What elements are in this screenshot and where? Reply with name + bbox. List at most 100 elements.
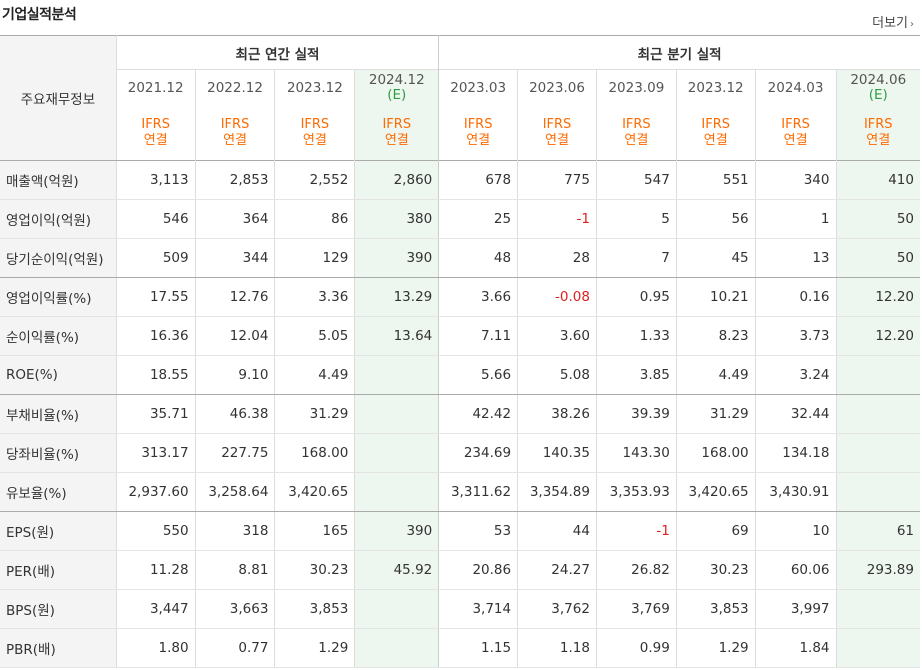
table-cell — [354, 628, 439, 668]
table-cell — [835, 394, 920, 434]
consolidated-label: 연결 — [223, 132, 247, 148]
table-cell: 28 — [517, 238, 597, 278]
table-cell: 9.10 — [194, 355, 275, 395]
ifrs-label: IFRS — [382, 116, 412, 132]
period-header: 2023.06 — [517, 69, 597, 106]
more-link[interactable]: 더보기 › — [872, 12, 914, 31]
table-row: 유보율(%) 2,937.60 3,258.64 3,420.65 3,311.62 3,… — [0, 472, 920, 512]
table-cell: 12.20 — [835, 277, 920, 317]
period-label: 2023.12 — [687, 80, 744, 96]
table-row: PBR(배) 1.80 0.77 1.29 1.15 1.18 0.99 1.29 1.84 — [0, 628, 920, 668]
row-label: 부채비율(%) — [0, 394, 117, 434]
ifrs-header: IFRS 연결 — [675, 106, 756, 160]
table-cell: 13.64 — [354, 316, 439, 356]
consolidated-label: 연결 — [545, 132, 569, 148]
table-cell: 227.75 — [194, 433, 275, 473]
table-cell: 31.29 — [274, 394, 355, 434]
period-label: 2023.06 — [529, 80, 585, 96]
table-cell: 3.36 — [274, 277, 355, 317]
table-cell: 38.26 — [517, 394, 597, 434]
table-cell: 134.18 — [754, 433, 836, 473]
table-cell: 3,430.91 — [754, 472, 836, 512]
table-row: EPS(원) 550 318 165 390 53 44 -1 69 10 61 — [0, 511, 920, 551]
table-cell: 0.16 — [754, 277, 836, 317]
table-cell: 5.08 — [517, 355, 597, 395]
table-cell: 3,258.64 — [194, 472, 275, 512]
table-cell: 3.24 — [754, 355, 836, 395]
row-label: PBR(배) — [0, 628, 117, 668]
table-row: PER(배) 11.28 8.81 30.23 45.92 20.86 24.27 26.82… — [0, 550, 920, 590]
row-label: 영업이익률(%) — [0, 277, 117, 317]
table-cell: 775 — [517, 160, 597, 200]
period-header: 2022.12 — [194, 69, 275, 106]
table-cell: 0.95 — [595, 277, 677, 317]
period-label: 2024.03 — [767, 80, 824, 96]
consolidated-label: 연결 — [783, 132, 808, 148]
table-cell: 18.55 — [115, 355, 196, 395]
table-row: 영업이익(억원) 546 364 86 380 25 -1 5 56 1 50 — [0, 199, 920, 239]
period-label: 2024.06 — [850, 72, 907, 88]
table-cell: 0.99 — [595, 628, 677, 668]
table-cell: 1.80 — [115, 628, 196, 668]
period-header: 2021.12 — [115, 69, 196, 106]
ifrs-header: IFRS 연결 — [438, 106, 518, 160]
row-label: 유보율(%) — [0, 472, 117, 512]
table-cell — [354, 472, 439, 512]
row-label: EPS(원) — [0, 511, 117, 551]
table-cell: 1 — [754, 199, 836, 239]
table-cell — [354, 394, 439, 434]
consolidated-label: 연결 — [384, 132, 409, 148]
table-cell: 32.44 — [754, 394, 836, 434]
quarter-group-header: 최근 분기 실적 — [438, 35, 920, 70]
ifrs-label: IFRS — [300, 116, 330, 132]
estimate-mark: (E) — [868, 87, 888, 103]
table-cell: 13 — [754, 238, 836, 278]
table-row: 순이익률(%) 16.36 12.04 5.05 13.64 7.11 3.60 1.33 8.… — [0, 316, 920, 356]
table-cell — [835, 628, 920, 668]
estimate-mark: (E) — [387, 87, 407, 103]
ifrs-header: IFRS 연결 — [274, 106, 355, 160]
period-label: 2022.12 — [207, 80, 263, 96]
period-header: 2023.12 — [274, 69, 355, 106]
row-label: 매출액(억원) — [0, 160, 117, 200]
table-row: BPS(원) 3,447 3,663 3,853 3,714 3,762 3,769 3,85… — [0, 589, 920, 629]
ifrs-header: IFRS 연결 — [754, 106, 836, 160]
table-cell: 3.85 — [595, 355, 677, 395]
financial-table-body: 매출액(억원) 3,113 2,853 2,552 2,860 678 775 547 551 3… — [0, 160, 920, 668]
table-cell: 50 — [835, 199, 920, 239]
period-label: 2023.09 — [608, 80, 665, 96]
table-cell: 1.84 — [754, 628, 836, 668]
table-cell: 4.49 — [274, 355, 355, 395]
table-cell: 3.60 — [517, 316, 597, 356]
table-cell: 3,762 — [517, 589, 597, 629]
table-cell: 129 — [274, 238, 355, 278]
table-row: 당좌비율(%) 313.17 227.75 168.00 234.69 140.35 143… — [0, 433, 920, 473]
row-label: 당좌비율(%) — [0, 433, 117, 473]
ifrs-label: IFRS — [542, 116, 572, 132]
table-cell: 509 — [115, 238, 196, 278]
table-cell: 344 — [194, 238, 275, 278]
table-cell: 1.29 — [675, 628, 756, 668]
table-row: 당기순이익(억원) 509 344 129 390 48 28 7 45 13 50 — [0, 238, 920, 278]
table-cell: 3,354.89 — [517, 472, 597, 512]
table-cell: 1.15 — [438, 628, 518, 668]
ifrs-header: IFRS 연결 — [115, 106, 196, 160]
table-cell: 390 — [354, 511, 439, 551]
table-cell: 3,853 — [675, 589, 756, 629]
row-label: 영업이익(억원) — [0, 199, 117, 239]
table-cell: 234.69 — [438, 433, 518, 473]
table-cell: 318 — [194, 511, 275, 551]
table-cell: 20.86 — [438, 550, 518, 590]
table-cell — [354, 433, 439, 473]
table-cell: 30.23 — [675, 550, 756, 590]
header-group-row: 주요재무정보 최근 연간 실적 최근 분기 실적 — [0, 35, 920, 161]
table-cell: 10 — [754, 511, 836, 551]
table-cell: 8.81 — [194, 550, 275, 590]
period-label: 2023.03 — [450, 80, 507, 96]
table-cell: 364 — [194, 199, 275, 239]
table-row: 영업이익률(%) 17.55 12.76 3.36 13.29 3.66 -0.08 0.95… — [0, 277, 920, 317]
table-cell: 61 — [835, 511, 920, 551]
table-cell: 10.21 — [675, 277, 756, 317]
table-cell: 44 — [517, 511, 597, 551]
